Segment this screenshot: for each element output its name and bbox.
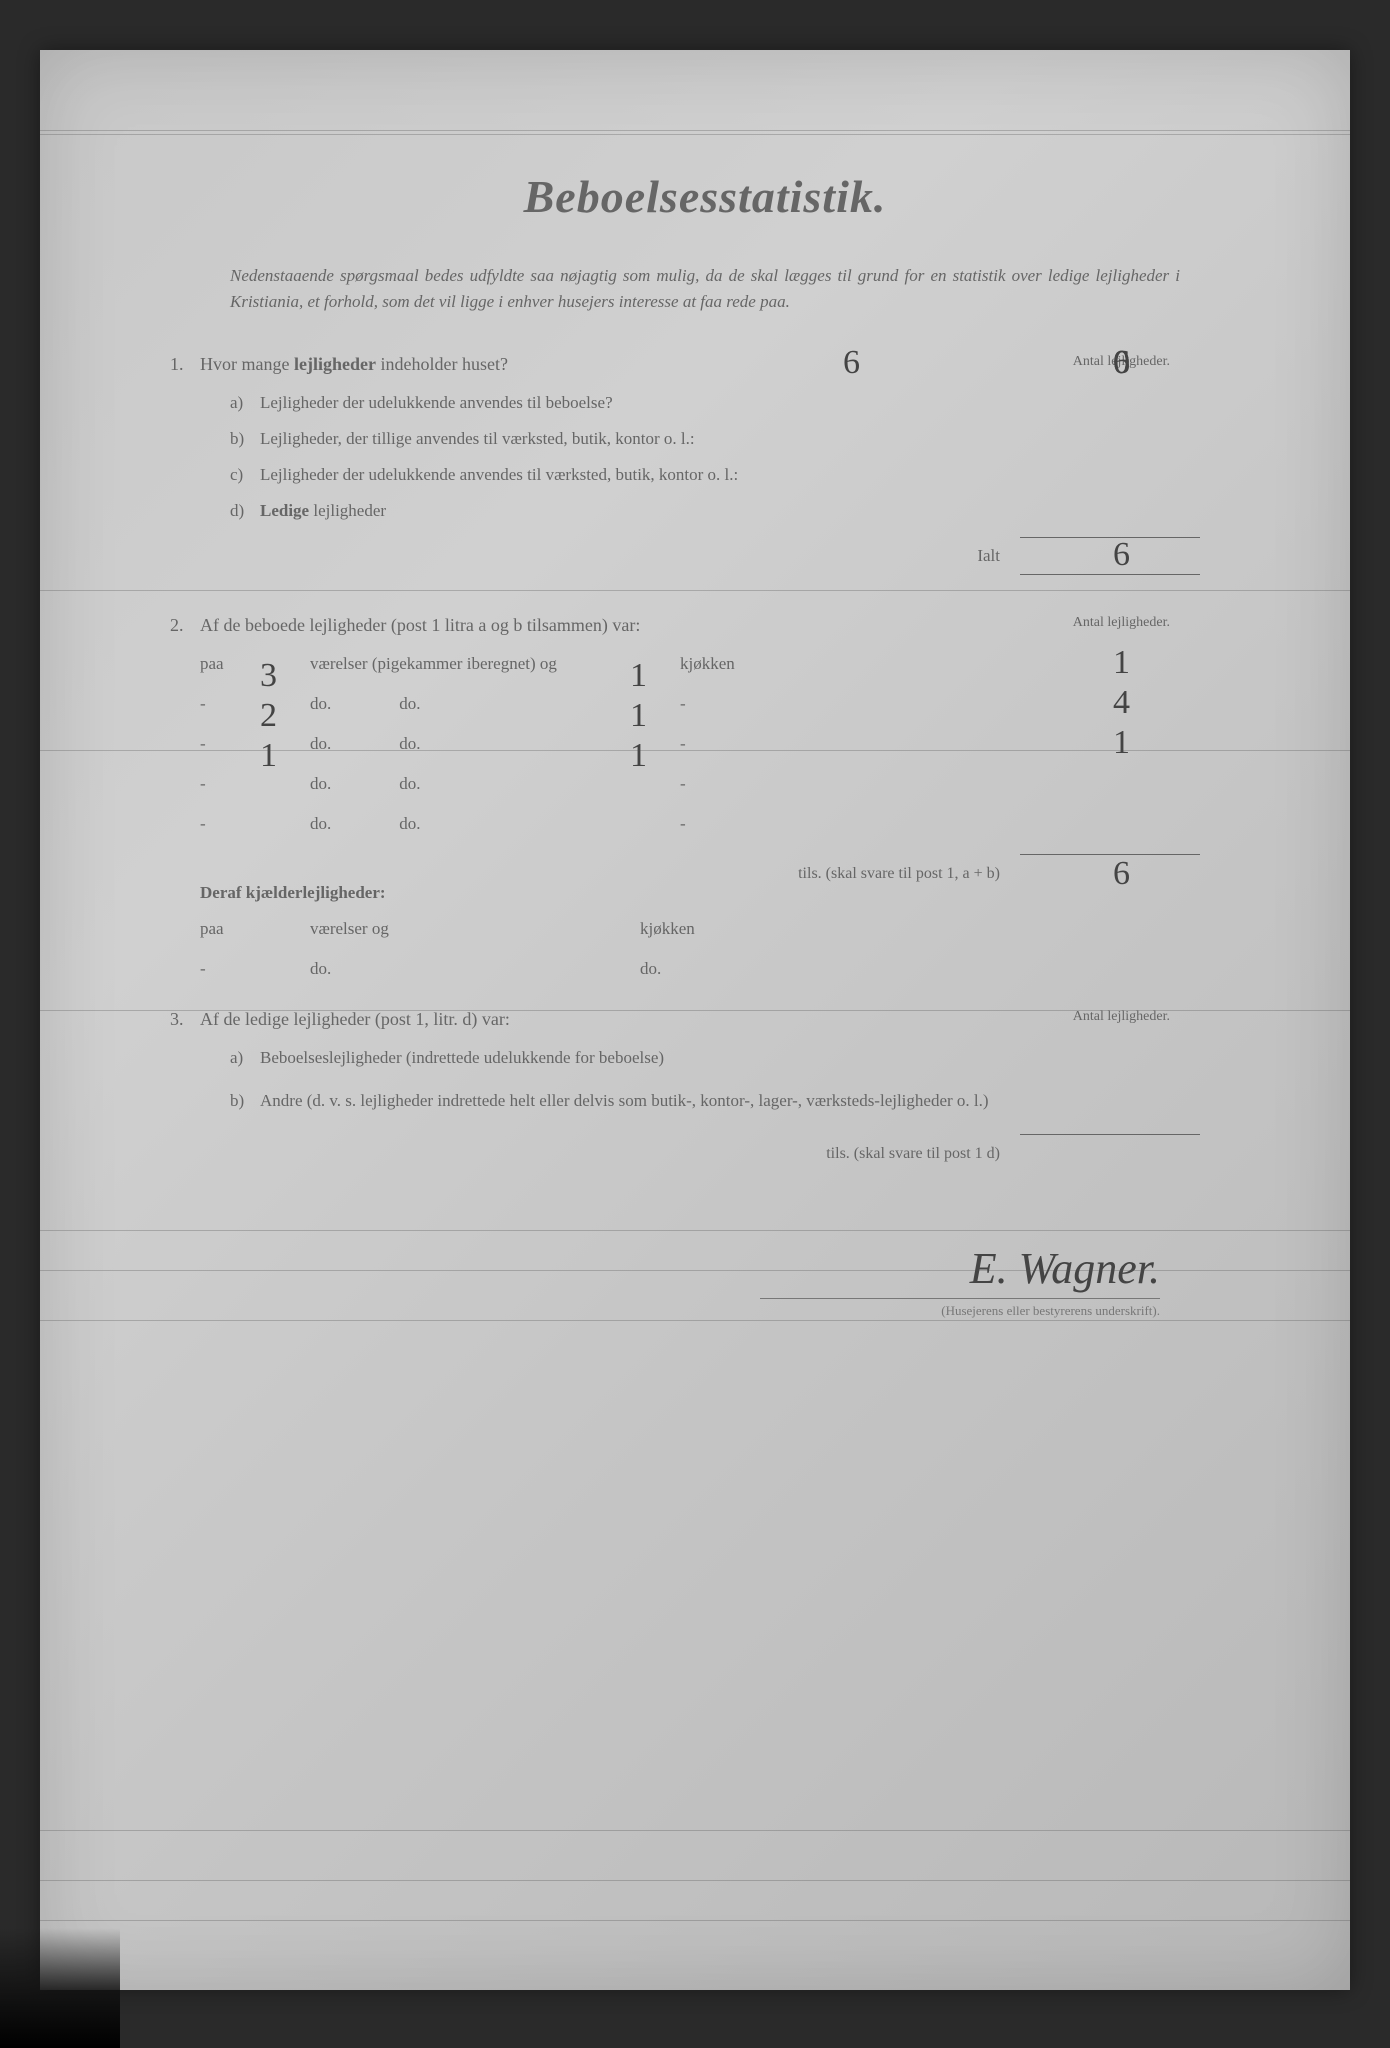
question-3: Antal lejligheder. 3. Af de ledige lejli… [170,1009,1240,1163]
ruled-line [40,130,1350,131]
vaerelser-label: do. do. [310,774,590,794]
ruled-line [40,1830,1350,1831]
q3-main: 3. Af de ledige lejligheder (post 1, lit… [170,1009,1240,1030]
handwritten-kitchen: 1 [630,737,647,775]
sum-rule [1020,854,1200,855]
ruled-line [40,134,1350,135]
deraf-heading: Deraf kjælderlejligheder: [200,883,1240,903]
handwritten-total: 6 [1113,536,1130,574]
handwritten-kitchen: 1 [630,657,647,695]
signature: E. Wagner. [170,1243,1160,1294]
kjokken-label: - [680,734,800,754]
basement-row: paa værelser og kjøkken [200,919,1240,939]
room-row: - do. do. - [200,814,1240,834]
ruled-line [40,1320,1350,1321]
q1-c: c) Lejligheder der udelukkende anvendes … [200,465,1240,485]
vaerelser-label: værelser og [310,919,590,939]
room-row: -2do. do.1-4 [200,694,1240,714]
handwritten-count: 1 [1113,724,1130,762]
q-number: 1. [170,354,200,375]
kjokken-label: kjøkken [680,654,800,674]
paa-label: paa [200,919,260,939]
document-page: Beboelsesstatistik. Nedenstaaende spørgs… [40,50,1350,1990]
handwritten-value: 0 [1113,344,1130,382]
tils-row: tils. (skal svare til post 1, a + b) 6 [170,865,1240,883]
question-2: Antal lejligheder. 2. Af de beboede lejl… [170,615,1240,979]
q3-a: a) Beboelseslejligheder (indrettede udel… [200,1048,1240,1068]
paa-label: paa [200,654,260,674]
ruled-line [40,1920,1350,1921]
kjokken-label: - [680,814,800,834]
handwritten-total: 6 [1113,855,1130,893]
handwritten-rooms: 3 [260,657,277,695]
sum-rule [1020,574,1200,575]
q1-a: a) Lejligheder der udelukkende anvendes … [200,393,1240,413]
ruled-line [40,590,1350,591]
ruled-line [40,1880,1350,1881]
q3-b: b) Andre (d. v. s. lejligheder indretted… [200,1084,1240,1118]
ruled-line [40,1270,1350,1271]
q1-d: d) Ledige lejligheder 0 [200,501,1240,521]
handwritten-count: 4 [1113,684,1130,722]
handwritten-rooms: 1 [260,737,277,775]
handwritten-count: 1 [1113,644,1130,682]
sum-rule [1020,1134,1200,1135]
kjokken-label: - [680,774,800,794]
signature-block: E. Wagner. (Husejerens eller bestyrerens… [170,1243,1240,1319]
vaerelser-label: do. do. [310,814,590,834]
paa-label: - [200,959,260,979]
paa-label: - [200,814,260,834]
handwritten-answer: 6 [843,344,860,382]
vaerelser-label: do. [310,959,590,979]
film-edge-artifact [0,1928,120,2048]
q1-main: 1. Hvor mange lejligheder indeholder hus… [170,354,1240,375]
paa-label: - [200,774,260,794]
handwritten-kitchen: 1 [630,697,647,735]
ruled-line [40,750,1350,751]
vaerelser-label: do. do. [310,694,590,714]
sum-rule [1020,537,1200,538]
document-title: Beboelsesstatistik. [170,170,1240,223]
q1-b: b) Lejligheder, der tillige anvendes til… [200,429,1240,449]
q2-main: 2. Af de beboede lejligheder (post 1 lit… [170,615,1240,636]
kjokken-label: do. [640,959,760,979]
handwritten-rooms: 2 [260,697,277,735]
vaerelser-label: do. do. [310,734,590,754]
q-text: Hvor mange lejligheder indeholder huset? [200,354,1240,375]
tils-row: tils. (skal svare til post 1 d) [170,1145,1240,1163]
basement-row: - do. do. [200,959,1240,979]
paa-label: - [200,734,260,754]
signature-caption: (Husejerens eller bestyrerens underskrif… [170,1303,1160,1319]
room-row: - do. do. - [200,774,1240,794]
question-1: Antal lejligheder. 1. Hvor mange lejligh… [170,354,1240,575]
ialt-row: Ialt 6 [170,546,1240,566]
room-row: -1do. do.1-1 [200,734,1240,754]
intro-paragraph: Nedenstaaende spørgsmaal bedes udfyldte … [230,263,1180,314]
ruled-line [40,1010,1350,1011]
signature-rule [760,1298,1160,1299]
ruled-line [40,1230,1350,1231]
vaerelser-label: værelser (pigekammer iberegnet) og [310,654,590,674]
kjokken-label: kjøkken [640,919,760,939]
paa-label: - [200,694,260,714]
room-row: paa3værelser (pigekammer iberegnet) og1k… [200,654,1240,674]
kjokken-label: - [680,694,800,714]
